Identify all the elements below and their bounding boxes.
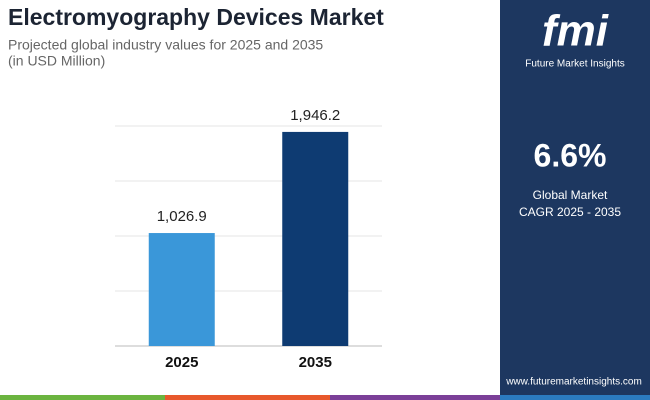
stripe [165, 395, 330, 400]
cagr-label: CAGR 2025 - 2035 [519, 205, 621, 219]
value-label: 1,026.9 [157, 208, 207, 225]
stripe [500, 395, 650, 400]
chart-title: Electromyography Devices Market [8, 4, 384, 30]
bar [148, 233, 215, 346]
bar [282, 131, 349, 346]
x-tick-label: 2035 [299, 354, 332, 371]
subtitle: Projected global industry values for 202… [8, 37, 323, 53]
stripe [330, 395, 500, 400]
brand-name: Future Market Insights [525, 59, 624, 70]
cagr-label: Global Market [533, 188, 608, 202]
cagr-value: 6.6% [534, 137, 607, 173]
url: www.futuremarketinsights.com [505, 377, 642, 388]
x-tick-label: 2025 [165, 354, 198, 371]
subtitle: (in USD Million) [8, 53, 105, 69]
logo: fmi [542, 7, 609, 56]
value-label: 1,946.2 [290, 107, 340, 124]
side-panel [500, 0, 650, 395]
stripe [0, 395, 165, 400]
